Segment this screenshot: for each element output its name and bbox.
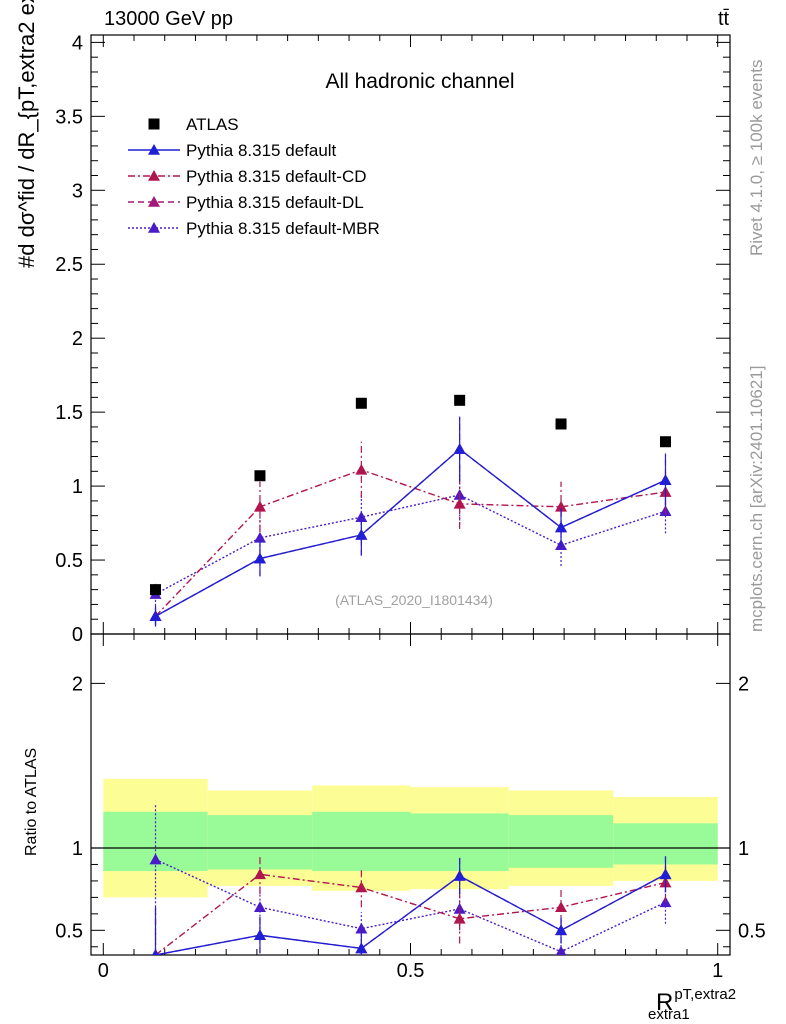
ratio-marker-pythia-8-315-default-mbr xyxy=(555,945,567,955)
energy-label: 13000 GeV pp xyxy=(104,8,233,30)
series-line-pythia-8-315-default xyxy=(155,448,666,617)
y-tick-label: 3 xyxy=(72,180,83,202)
atlas-data-point xyxy=(254,470,266,482)
ratio-marker-pythia-8-315-default xyxy=(152,949,159,955)
legend-marker xyxy=(148,222,160,233)
x-axis-label-sub: extra1 xyxy=(648,1006,690,1023)
ratio-tick-label-left: 0.5 xyxy=(55,920,83,942)
atlas-data-point xyxy=(150,584,162,596)
ratio-marker-pythia-8-315-default xyxy=(555,924,568,936)
marker-pythia-8-315-default-cd xyxy=(453,497,466,509)
process-label: tt̄ xyxy=(718,8,730,30)
x-axis-label-main: R xyxy=(656,989,674,1016)
marker-pythia-8-315-default-cd xyxy=(555,500,568,512)
legend-marker xyxy=(148,196,160,207)
ratio-band-inner xyxy=(312,811,411,872)
ratio-marker-pythia-8-315-default xyxy=(355,942,368,954)
y-tick-label: 3.5 xyxy=(55,106,83,128)
legend-label: ATLAS xyxy=(186,115,239,134)
chart-title: All hadronic channel xyxy=(325,70,514,93)
x-tick-label: 1 xyxy=(712,960,723,982)
ratio-marker-pythia-8-315-default-cd xyxy=(555,901,568,913)
atlas-data-point xyxy=(454,394,466,406)
marker-pythia-8-315-default xyxy=(453,443,466,454)
marker-pythia-8-315-default xyxy=(149,610,162,622)
legend-marker xyxy=(148,170,160,181)
rivet-version-label: Rivet 4.1.0, ≥ 100k events xyxy=(747,59,766,256)
y-tick-label: 0 xyxy=(72,624,83,646)
ratio-tick-label-right: 2 xyxy=(738,673,749,695)
atlas-data-point xyxy=(659,436,671,448)
marker-pythia-8-315-default xyxy=(659,474,672,485)
x-axis-label-sup: pT,extra2 xyxy=(674,986,737,1003)
legend-label: Pythia 8.315 default-CD xyxy=(186,167,367,186)
ratio-y-axis-label: Ratio to ATLAS xyxy=(23,747,40,856)
x-tick-label: 0.5 xyxy=(397,960,425,982)
y-tick-label: 0.5 xyxy=(55,550,83,572)
ratio-marker-pythia-8-315-default xyxy=(253,929,266,941)
x-axis-label: RpT,extra2 extra1 xyxy=(648,986,736,1023)
ratio-marker-pythia-8-315-default xyxy=(453,869,466,881)
ratio-line-pythia-8-315-default xyxy=(155,873,666,955)
marker-pythia-8-315-default xyxy=(253,552,266,564)
ratio-tick-label-left: 1 xyxy=(72,838,83,860)
y-tick-label: 1 xyxy=(72,476,83,498)
legend-label: Pythia 8.315 default-MBR xyxy=(186,219,380,238)
ratio-series-group xyxy=(149,803,672,955)
main-y-axis-label: #d dσ^fid / dR_{pT,extra2 extra1} [pb] xyxy=(14,0,39,268)
ratio-tick-label-left: 2 xyxy=(72,673,83,695)
source-label: mcplots.cern.ch [arXiv:2401.10621] xyxy=(747,365,766,632)
ratio-marker-pythia-8-315-default-cd xyxy=(453,912,466,924)
marker-pythia-8-315-default-mbr xyxy=(253,531,266,543)
marker-pythia-8-315-default xyxy=(555,521,568,533)
ratio-line-pythia-8-315-default-cd xyxy=(155,873,666,955)
ratio-marker-pythia-8-315-default-mbr xyxy=(253,901,266,913)
y-tick-label: 1.5 xyxy=(55,402,83,424)
ratio-line-pythia-8-315-default-mbr xyxy=(155,858,666,953)
ratio-tick-label-right: 1 xyxy=(738,838,749,860)
series-line-pythia-8-315-default-mbr xyxy=(155,494,666,595)
analysis-label: (ATLAS_2020_I1801434) xyxy=(335,592,493,608)
marker-pythia-8-315-default-cd xyxy=(355,463,368,475)
ratio-marker-pythia-8-315-default-cd xyxy=(253,868,266,880)
y-tick-label: 2 xyxy=(72,328,83,350)
y-tick-label: 2.5 xyxy=(55,254,83,276)
ratio-marker-pythia-8-315-default xyxy=(659,868,672,880)
series-line-pythia-8-315-default-cd xyxy=(155,469,666,617)
main-series-group xyxy=(149,394,672,627)
ratio-band-inner xyxy=(508,815,614,868)
x-tick-label: 0 xyxy=(98,960,109,982)
marker-pythia-8-315-default-cd xyxy=(253,500,266,512)
ratio-marker-pythia-8-315-default-mbr xyxy=(355,922,368,934)
ratio-marker-pythia-8-315-default-cd xyxy=(355,881,368,893)
atlas-data-point xyxy=(555,418,567,430)
legend-marker xyxy=(148,144,160,155)
ratio-tick-label-right: 0.5 xyxy=(738,920,766,942)
legend-atlas-marker xyxy=(148,118,160,130)
legend-label: Pythia 8.315 default-DL xyxy=(186,193,364,212)
y-tick-label: 4 xyxy=(72,32,83,54)
legend-label: Pythia 8.315 default xyxy=(186,141,337,160)
marker-pythia-8-315-default xyxy=(355,528,368,540)
ratio-marker-pythia-8-315-default-mbr xyxy=(149,853,162,865)
atlas-data-point xyxy=(355,397,367,409)
